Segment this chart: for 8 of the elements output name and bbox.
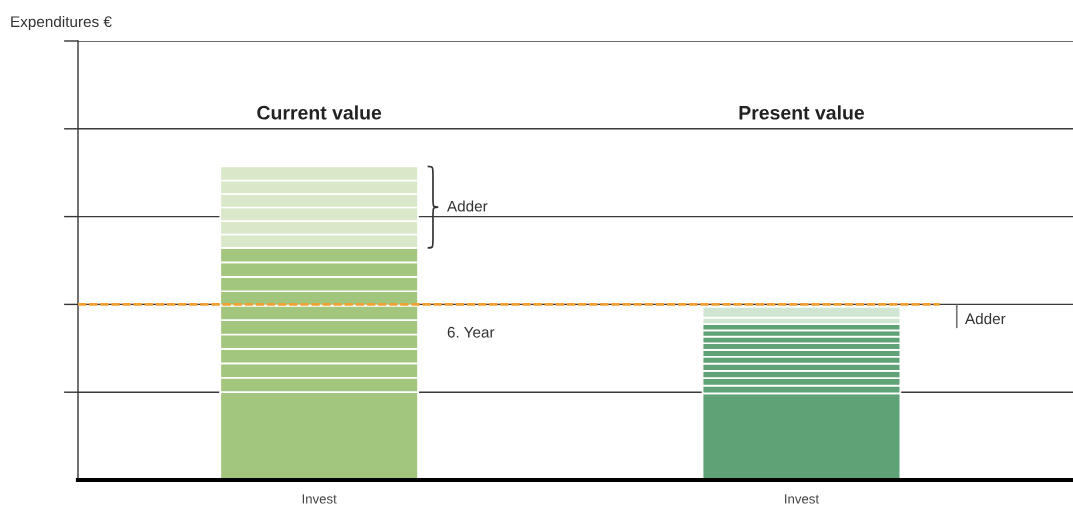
text: Current value [257, 105, 382, 120]
x-tick-label: Invest [302, 494, 337, 504]
ref-line-label: 6. Year [447, 326, 495, 338]
x-tick-label: Invest [785, 494, 819, 504]
annotation: Adder [447, 200, 488, 212]
text: Present value [739, 105, 865, 120]
text: Expenditures € [11, 15, 112, 31]
annotation: Adder [964, 312, 1006, 325]
